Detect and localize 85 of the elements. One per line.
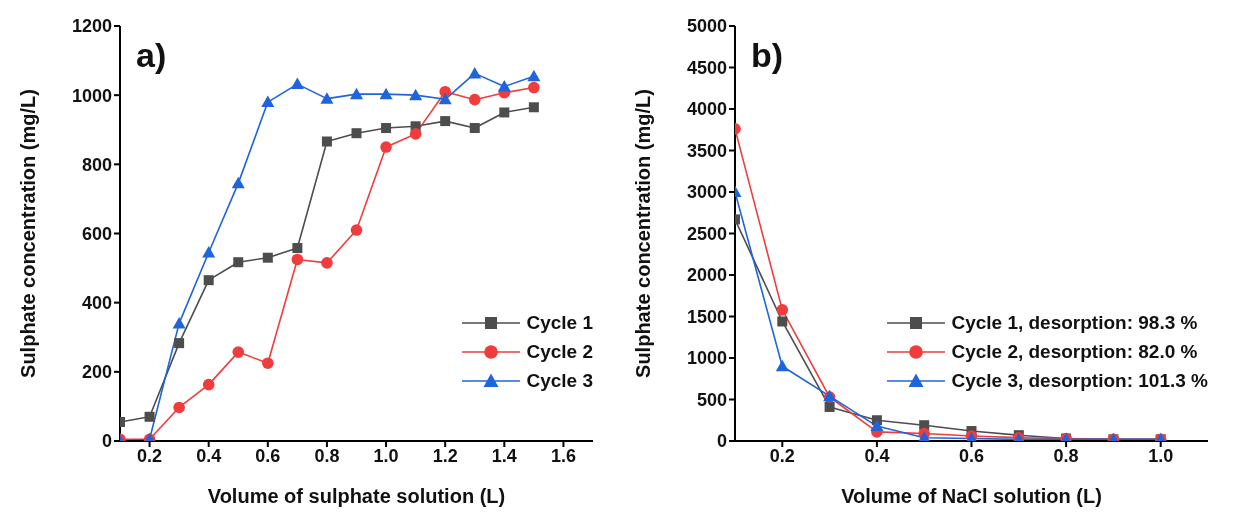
point xyxy=(776,304,789,316)
y-axis-title: Sulphate concentration (mg/L) xyxy=(632,89,655,378)
point xyxy=(292,243,303,254)
y-tick-label: 800 xyxy=(81,154,112,175)
point xyxy=(350,87,363,100)
point xyxy=(261,95,275,108)
legend-label: Cycle 3, desorption: 101.3 % xyxy=(951,369,1208,392)
y-tick-label: 3000 xyxy=(686,182,727,203)
point xyxy=(380,141,392,153)
point xyxy=(202,378,215,391)
point xyxy=(438,92,452,105)
x-tick-label: 1.4 xyxy=(491,445,517,466)
y-tick-label: 500 xyxy=(696,389,727,410)
y-tick-label: 3500 xyxy=(686,140,727,161)
x-tick-label: 1.2 xyxy=(432,445,458,466)
y-tick-label: 1000 xyxy=(71,85,112,106)
point xyxy=(320,92,334,104)
x-tick-label: 0.4 xyxy=(196,445,222,466)
point xyxy=(409,88,423,101)
point xyxy=(499,107,510,118)
point xyxy=(233,257,244,268)
x-tick-label: 0.2 xyxy=(137,445,163,466)
point xyxy=(409,128,422,140)
x-tick-label: 0.4 xyxy=(864,445,890,466)
point xyxy=(291,253,304,266)
point xyxy=(262,252,273,263)
point xyxy=(173,401,185,414)
point xyxy=(172,316,186,329)
y-axis-title: Sulphate concentration (mg/L) xyxy=(17,89,40,378)
x-tick-label: 0.6 xyxy=(958,445,985,466)
point xyxy=(824,401,835,412)
point xyxy=(174,338,185,349)
y-tick-label: 600 xyxy=(81,223,112,244)
y-tick-label: 2000 xyxy=(686,265,727,286)
x-tick-label: 1.0 xyxy=(1148,445,1174,466)
x-axis-title: Volume of NaCl solution (L) xyxy=(841,485,1102,507)
point xyxy=(321,257,333,269)
y-tick-label: 2500 xyxy=(686,223,727,244)
point xyxy=(203,275,214,286)
point xyxy=(469,123,480,134)
x-tick-label: 1.0 xyxy=(373,445,399,466)
point xyxy=(262,357,274,369)
legend-label: Cycle 2 xyxy=(526,340,593,363)
point xyxy=(468,66,482,79)
point xyxy=(775,359,789,372)
point xyxy=(468,93,481,106)
point xyxy=(290,77,304,90)
point xyxy=(527,69,541,82)
y-tick-label: 4000 xyxy=(686,99,727,120)
y-tick-label: 0 xyxy=(101,431,112,452)
x-tick-label: 0.6 xyxy=(255,445,281,466)
y-tick-label: 1200 xyxy=(71,16,112,37)
point xyxy=(231,176,245,189)
y-tick-label: 1000 xyxy=(686,348,727,369)
point xyxy=(440,116,451,127)
y-tick-label: 400 xyxy=(81,293,112,314)
x-tick-label: 0.8 xyxy=(314,445,340,466)
x-tick-label: 1.6 xyxy=(550,445,576,466)
point xyxy=(528,81,540,94)
legend-label: Cycle 1, desorption: 98.3 % xyxy=(951,311,1198,334)
point xyxy=(350,224,363,236)
point xyxy=(232,346,245,358)
chart-title: b) xyxy=(751,36,784,75)
point xyxy=(870,419,884,432)
chart-title: a) xyxy=(136,36,167,75)
point xyxy=(379,87,393,100)
point xyxy=(144,411,155,422)
point xyxy=(497,80,511,92)
point xyxy=(202,246,216,258)
point xyxy=(777,316,788,327)
x-tick-label: 0.2 xyxy=(769,445,795,466)
point xyxy=(528,102,539,113)
point xyxy=(381,123,392,134)
y-tick-label: 1500 xyxy=(686,306,727,327)
legend-label: Cycle 3 xyxy=(526,369,593,392)
y-tick-label: 200 xyxy=(81,362,112,383)
legend-label: Cycle 2, desorption: 82.0 % xyxy=(951,340,1198,363)
y-tick-label: 0 xyxy=(716,431,727,452)
legend-label: Cycle 1 xyxy=(526,311,593,334)
x-tick-label: 0.8 xyxy=(1053,445,1079,466)
x-axis-title: Volume of sulphate solution (L) xyxy=(207,485,506,507)
point xyxy=(321,136,332,147)
y-tick-label: 4500 xyxy=(686,57,727,78)
y-tick-label: 5000 xyxy=(686,16,727,37)
point xyxy=(351,128,362,139)
